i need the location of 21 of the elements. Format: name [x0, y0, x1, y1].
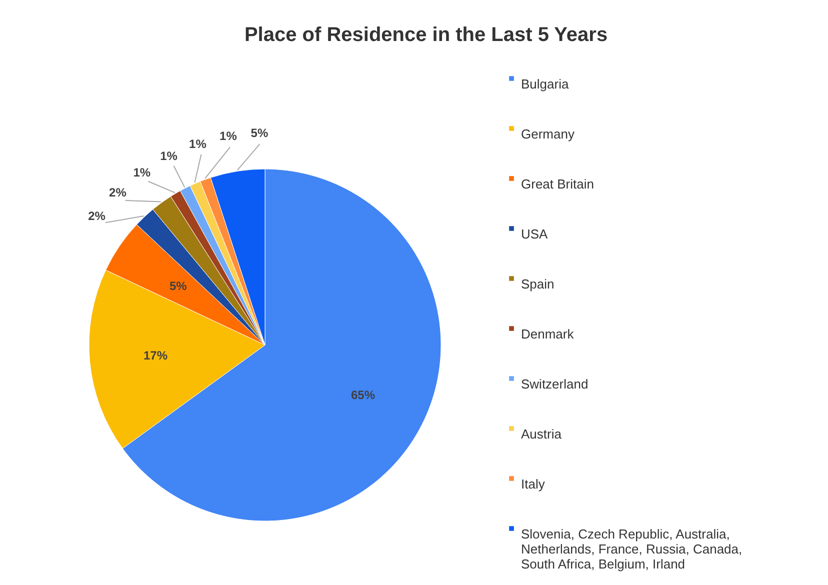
data-label: 65%: [350, 388, 376, 402]
data-label: 1%: [189, 136, 207, 151]
legend-label: Germany: [521, 126, 575, 142]
legend-label: Austria: [521, 426, 562, 442]
data-label: 5%: [169, 278, 188, 293]
data-label: 1%: [220, 129, 238, 144]
data-label: 17%: [143, 348, 168, 362]
legend-label: Great Britain: [521, 176, 594, 192]
legend-label: Switzerland: [521, 376, 588, 392]
legend-label: Slovenia, Czech Republic, Australia, Netherlands, France, Russia, Canada, South Africa, Belgium, Irland: [521, 526, 742, 572]
chart-title: Place of Residence in the Last 5 Years: [244, 24, 608, 46]
legend-label: Bulgaria: [521, 76, 570, 92]
legend-label: Italy: [521, 476, 546, 492]
legend-label: USA: [521, 226, 548, 242]
data-label: 2%: [109, 186, 127, 200]
legend-label: Spain: [521, 276, 554, 292]
data-label: 5%: [250, 126, 268, 140]
data-label: 2%: [88, 208, 106, 223]
legend-label: Denmark: [521, 326, 574, 342]
data-label: 1%: [133, 165, 151, 180]
data-label: 1%: [160, 149, 178, 164]
